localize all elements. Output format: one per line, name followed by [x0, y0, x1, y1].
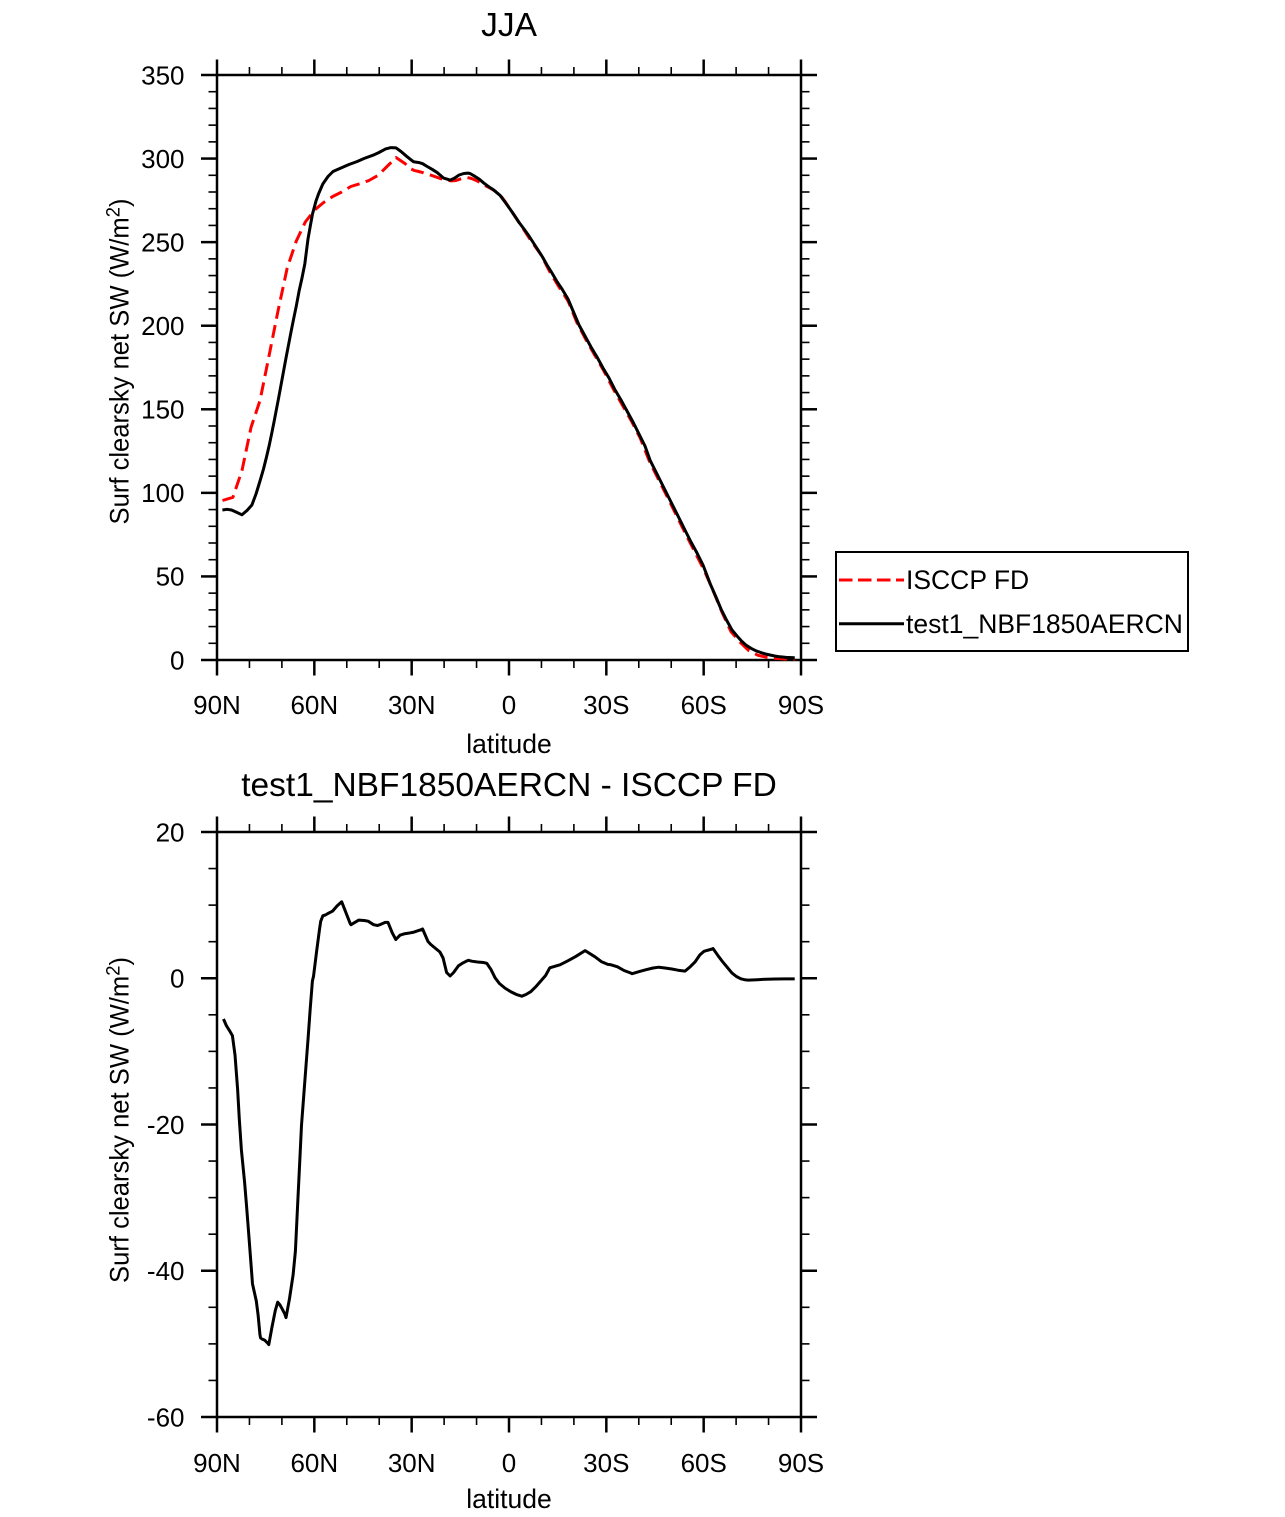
svg-text:60N: 60N	[290, 690, 338, 720]
svg-text:150: 150	[141, 395, 184, 425]
svg-text:200: 200	[141, 311, 184, 341]
svg-text:0: 0	[502, 690, 516, 720]
svg-text:250: 250	[141, 227, 184, 257]
svg-text:300: 300	[141, 144, 184, 174]
svg-text:30N: 30N	[388, 1448, 436, 1478]
svg-text:latitude: latitude	[466, 1484, 551, 1514]
svg-text:350: 350	[141, 60, 184, 90]
svg-text:0: 0	[502, 1448, 516, 1478]
svg-text:-60: -60	[147, 1402, 185, 1432]
svg-text:90N: 90N	[193, 1448, 241, 1478]
svg-text:20: 20	[156, 817, 185, 847]
svg-text:60N: 60N	[290, 1448, 338, 1478]
svg-text:90N: 90N	[193, 690, 241, 720]
svg-text:Surf clearsky net SW (W/m2): Surf clearsky net SW (W/m2)	[104, 199, 135, 525]
svg-text:test1_NBF1850AERCN: test1_NBF1850AERCN	[906, 609, 1183, 639]
svg-text:Surf clearsky net SW (W/m2): Surf clearsky net SW (W/m2)	[104, 957, 135, 1283]
svg-text:0: 0	[170, 964, 184, 994]
svg-text:latitude: latitude	[466, 729, 551, 759]
svg-text:ISCCP FD: ISCCP FD	[906, 565, 1029, 595]
svg-text:60S: 60S	[681, 690, 727, 720]
svg-text:30S: 30S	[583, 1448, 629, 1478]
svg-text:90S: 90S	[778, 1448, 824, 1478]
svg-text:-40: -40	[147, 1256, 185, 1286]
svg-text:-20: -20	[147, 1110, 185, 1140]
svg-text:50: 50	[156, 562, 185, 592]
svg-text:30S: 30S	[583, 690, 629, 720]
svg-text:60S: 60S	[681, 1448, 727, 1478]
svg-text:JJA: JJA	[481, 7, 538, 44]
svg-text:test1_NBF1850AERCN - ISCCP FD: test1_NBF1850AERCN - ISCCP FD	[241, 767, 777, 804]
svg-text:90S: 90S	[778, 690, 824, 720]
svg-text:100: 100	[141, 478, 184, 508]
svg-text:30N: 30N	[388, 690, 436, 720]
svg-text:0: 0	[170, 645, 184, 675]
